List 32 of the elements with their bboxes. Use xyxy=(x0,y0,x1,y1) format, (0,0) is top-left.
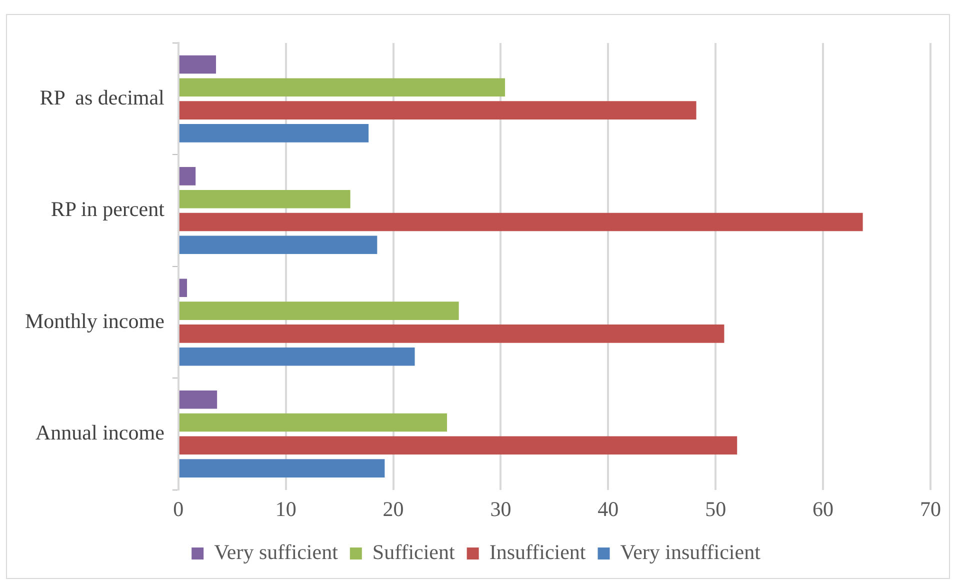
bar xyxy=(179,124,369,142)
x-tick-label: 60 xyxy=(812,496,834,521)
legend-label: Insufficient xyxy=(489,540,586,564)
x-tick-label: 50 xyxy=(705,496,726,521)
bar xyxy=(179,101,696,120)
bar xyxy=(179,236,378,254)
y-tick-label: RP as decimal xyxy=(40,85,165,110)
y-tick-label: Monthly income xyxy=(24,308,164,333)
bar xyxy=(179,436,738,455)
x-tick-label: 40 xyxy=(598,496,619,521)
bar xyxy=(179,347,415,366)
bar xyxy=(179,390,218,409)
y-tick-label: RP in percent xyxy=(50,197,165,222)
bar xyxy=(179,459,385,478)
bar xyxy=(179,413,448,432)
x-tick-label: 70 xyxy=(920,496,941,521)
legend-label: Very insufficient xyxy=(620,540,761,564)
bar xyxy=(179,324,724,343)
bar xyxy=(179,55,216,74)
x-tick-label: 20 xyxy=(382,496,404,521)
x-tick-label: 0 xyxy=(173,496,184,521)
bar xyxy=(179,78,506,97)
bar xyxy=(179,212,863,232)
bar xyxy=(179,278,187,298)
bar xyxy=(179,302,459,320)
y-tick-label: Annual income xyxy=(36,420,164,444)
legend-label: Very sufficient xyxy=(214,540,338,564)
bar xyxy=(179,167,196,186)
x-tick-label: 10 xyxy=(275,496,296,521)
legend-label: Sufficient xyxy=(372,540,456,564)
x-tick-label: 30 xyxy=(490,496,512,521)
bar xyxy=(179,190,350,208)
